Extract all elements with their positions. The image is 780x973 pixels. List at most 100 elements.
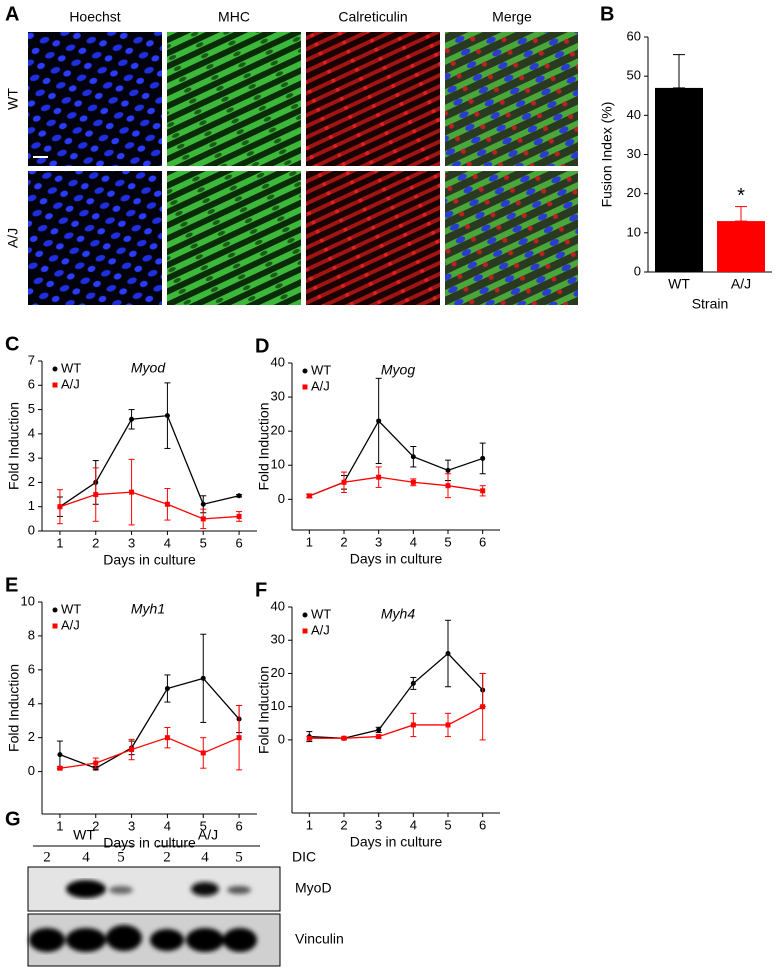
- y-tick-label: 3: [28, 450, 35, 465]
- x-tick-label: 6: [479, 817, 486, 832]
- panel-letter: B: [600, 3, 614, 25]
- legend-marker: [302, 628, 308, 634]
- micrograph: [28, 171, 162, 305]
- y-tick-label: 7: [28, 352, 35, 367]
- y-axis-label: Fold Induction: [256, 403, 272, 491]
- x-tick-label: 3: [128, 818, 135, 833]
- point: [480, 488, 486, 494]
- lane-label: 4: [82, 849, 90, 865]
- point: [164, 685, 170, 691]
- x-tick-label: 4: [164, 818, 171, 833]
- bar: [655, 87, 703, 273]
- y-tick-label: 30: [271, 632, 285, 647]
- point: [376, 474, 382, 480]
- series-line: [309, 419, 483, 497]
- panel-letter: A: [5, 3, 19, 25]
- lane-label: 5: [235, 849, 243, 865]
- x-tick-label: 2: [340, 534, 347, 549]
- x-tick-label: 2: [340, 817, 347, 832]
- blot-panel: G WT A/J 2 4 5 2 4 5 DIC MyoD Vinculin: [5, 808, 344, 967]
- row-label: MyoD: [295, 880, 332, 896]
- point: [164, 501, 170, 507]
- y-axis-label: Fold Induction: [256, 666, 272, 754]
- legend-marker: [302, 384, 308, 390]
- micrograph: [28, 32, 162, 166]
- x-tick-label: 1: [56, 535, 63, 550]
- y-tick-label: 6: [28, 661, 35, 676]
- x-tick-label: 2: [92, 535, 99, 550]
- y-tick-label: 5: [28, 401, 35, 416]
- bands: [66, 880, 251, 898]
- row-label: A/J: [5, 228, 21, 248]
- lane-label: 2: [163, 849, 171, 865]
- point: [341, 735, 347, 741]
- image-panel: A Hoechst MHC Calreticulin Merge WT A/J: [5, 3, 578, 305]
- y-axis-label: Fold Induction: [6, 402, 22, 490]
- micrograph: [167, 171, 301, 305]
- x-tick-label: 4: [410, 817, 417, 832]
- group-label: WT: [73, 827, 95, 843]
- y-tick-label: 0: [634, 263, 641, 278]
- legend-marker: [302, 368, 308, 374]
- y-tick-label: 1: [28, 498, 35, 513]
- point: [200, 750, 206, 756]
- point: [200, 516, 206, 522]
- point: [306, 493, 312, 499]
- legend-marker: [52, 623, 58, 629]
- series-line: [309, 706, 483, 739]
- y-tick-label: 0: [278, 731, 285, 746]
- y-tick-label: 10: [271, 698, 285, 713]
- legend-label: A/J: [61, 376, 80, 391]
- point: [306, 735, 312, 741]
- x-axis-label: Strain: [692, 296, 729, 312]
- point: [341, 479, 347, 485]
- y-tick-label: 20: [627, 185, 641, 200]
- legend-label: A/J: [311, 622, 330, 637]
- point: [410, 454, 416, 460]
- column-header: MHC: [218, 9, 250, 25]
- column-header: Hoechst: [69, 9, 120, 25]
- point: [376, 727, 382, 733]
- series-line: [309, 652, 484, 739]
- point: [410, 479, 416, 485]
- y-tick-label: 40: [271, 354, 285, 369]
- chart-title: Myh4: [381, 606, 415, 622]
- row-label: WT: [5, 88, 21, 110]
- chart-title: Myod: [131, 360, 166, 376]
- point: [57, 504, 63, 510]
- point: [445, 467, 451, 473]
- x-axis-label: Days in culture: [350, 551, 443, 567]
- y-tick-label: 10: [271, 457, 285, 472]
- point: [200, 675, 206, 681]
- point: [57, 752, 63, 758]
- chart-title: Myh1: [131, 601, 165, 617]
- point: [164, 735, 170, 741]
- y-tick-label: 10: [21, 593, 35, 608]
- series-line: [59, 677, 240, 769]
- point: [129, 416, 135, 422]
- x-tick-label: 5: [200, 535, 207, 550]
- point: [445, 722, 451, 728]
- series-line: [59, 736, 240, 769]
- point: [480, 455, 486, 461]
- legend-label: WT: [61, 601, 81, 616]
- micrograph: [445, 171, 578, 305]
- lane-label: 4: [201, 849, 209, 865]
- x-tick-label: 1: [306, 817, 313, 832]
- panel-letter: D: [255, 335, 269, 357]
- point: [57, 765, 63, 771]
- x-tick-label: 5: [200, 818, 207, 833]
- point: [480, 704, 486, 710]
- point: [129, 747, 135, 753]
- x-tick-label: 1: [56, 818, 63, 833]
- legend-label: A/J: [61, 617, 80, 632]
- legend-label: WT: [61, 360, 81, 375]
- y-tick-label: 30: [271, 389, 285, 404]
- point: [376, 734, 382, 740]
- x-tick-label: 6: [479, 534, 486, 549]
- legend-label: WT: [311, 362, 331, 377]
- x-tick-label: A/J: [731, 276, 751, 292]
- y-tick-label: 30: [627, 146, 641, 161]
- legend-label: A/J: [311, 378, 330, 393]
- x-tick-label: 3: [128, 535, 135, 550]
